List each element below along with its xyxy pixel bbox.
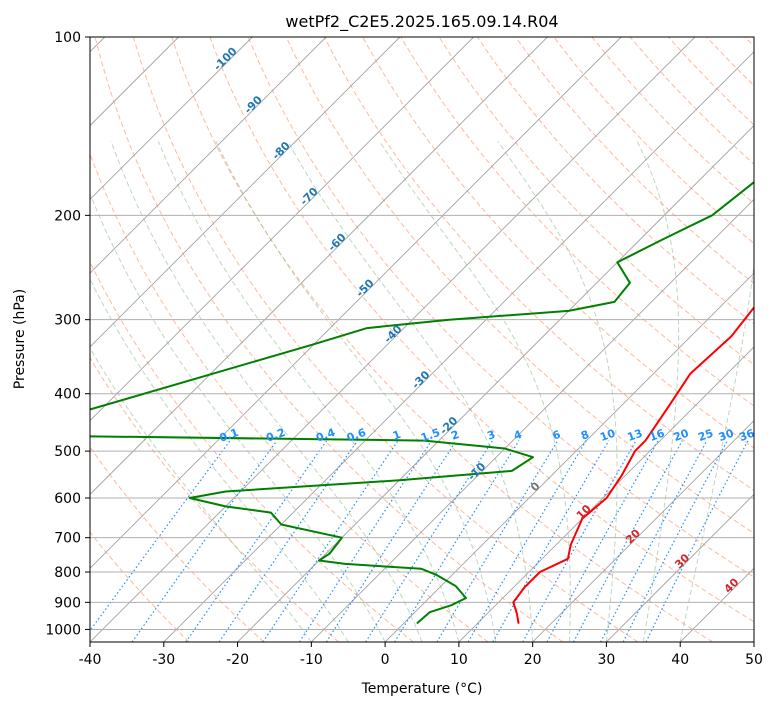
mixing-ratio-line <box>467 440 587 642</box>
isotherm-line <box>163 51 754 642</box>
mixing-ratio-label: 1 <box>391 428 403 443</box>
mixing-ratio-label: 36 <box>737 426 756 444</box>
dry-adiabat <box>323 37 754 491</box>
dry-adiabat <box>132 37 639 642</box>
mixing-ratio-label: 10 <box>598 426 617 444</box>
mixing-ratio-label: 13 <box>626 427 645 444</box>
y-tick-label: 300 <box>54 313 81 329</box>
x-tick-label: -40 <box>79 652 102 668</box>
profile-lines <box>90 180 754 624</box>
dry-adiabat <box>90 531 190 642</box>
isotherm-line <box>90 37 474 422</box>
y-axis-ticks: 100 200 300 400 500 600 700 800 900 1000 <box>45 30 90 638</box>
x-axis-ticks: -40 -30 -20 -10 0 10 20 30 40 50 <box>79 642 763 668</box>
x-tick-label: 10 <box>450 652 468 668</box>
dry-adiabat <box>438 37 754 366</box>
isotherm-line <box>90 37 696 642</box>
x-tick-label: 0 <box>381 652 390 668</box>
x-tick-label: -10 <box>300 652 323 668</box>
mixing-ratio-line <box>436 440 559 642</box>
y-tick-label: 200 <box>54 208 81 224</box>
mixing-ratio-line <box>262 440 399 642</box>
x-tick-label: -30 <box>152 652 175 668</box>
x-tick-label: 40 <box>671 652 689 668</box>
dry-adiabat <box>94 37 564 642</box>
y-tick-label: 400 <box>54 387 81 403</box>
mixing-ratio-label: 1.5 <box>419 426 442 445</box>
isotherm-line <box>311 198 754 642</box>
mixing-ratio-line <box>365 440 494 642</box>
mixing-ratio-line <box>325 440 457 642</box>
mixing-ratio-line <box>645 440 749 642</box>
y-axis-label: Pressure (hPa) <box>12 289 28 389</box>
isotherm-line <box>606 493 754 642</box>
x-axis-label: Temperature (°C) <box>361 681 483 697</box>
mixing-ratio-label: 6 <box>551 428 563 443</box>
isotherm-line <box>90 37 622 569</box>
dry-adiabat <box>90 446 265 642</box>
x-tick-label: 20 <box>524 652 542 668</box>
mixing-ratio-line <box>90 440 231 632</box>
x-tick-label: -20 <box>226 652 249 668</box>
mixing-ratio-line <box>572 440 683 642</box>
isotherm-line <box>90 37 401 348</box>
isotherm-line <box>90 37 548 496</box>
dry-adiabat <box>171 37 713 642</box>
dewpoint-profile <box>90 180 754 624</box>
mixing-ratio-label: 20 <box>672 426 691 444</box>
mixing-ratio-line <box>492 440 610 642</box>
y-tick-label: 800 <box>54 565 81 581</box>
mixing-ratio-label: 2 <box>449 428 461 443</box>
temperature-profile <box>512 305 754 624</box>
mixing-ratio-line <box>546 440 659 642</box>
x-tick-label: 50 <box>745 652 763 668</box>
mixing-ratio-label: 4 <box>512 428 524 443</box>
mixing-ratio-line <box>394 440 520 642</box>
mixing-ratio-label: 25 <box>696 427 715 444</box>
mixing-ratio-label: 8 <box>579 428 591 443</box>
mixing-ratio-line <box>131 440 278 642</box>
dry-adiabat <box>515 37 754 285</box>
x-tick-label: 30 <box>598 652 616 668</box>
mixing-ratio-label: 0.2 <box>264 426 287 445</box>
isotherm-line <box>532 420 754 642</box>
dry-adiabat <box>90 152 489 642</box>
y-tick-label: 100 <box>54 30 81 46</box>
dry-adiabat <box>362 37 754 449</box>
y-tick-label: 900 <box>54 595 81 611</box>
mixing-ratio-label: 0.1 <box>218 426 241 445</box>
mixing-ratio-label: 0.4 <box>314 426 337 445</box>
y-tick-label: 500 <box>54 444 81 460</box>
y-tick-label: 600 <box>54 491 81 507</box>
dry-adiabat <box>90 356 339 642</box>
mixing-ratio-line <box>218 440 358 642</box>
mixing-ratio-line <box>299 440 433 642</box>
isotherm-line <box>90 37 327 274</box>
mixing-ratio-label: 16 <box>648 426 667 444</box>
isotherm-line <box>384 272 754 642</box>
y-tick-label: 1000 <box>45 622 81 638</box>
chart-title: wetPf2_C2E5.2025.165.09.14.R04 <box>285 12 558 32</box>
mixing-ratio-line <box>522 440 637 642</box>
y-tick-label: 700 <box>54 531 81 547</box>
mixing-ratio-label: 30 <box>717 426 736 444</box>
plot-frame <box>89 36 755 643</box>
dry-adiabat <box>209 37 754 623</box>
isotherm-line <box>458 346 754 642</box>
mixing-ratio-label: 3 <box>485 428 497 443</box>
pressure-grid <box>90 37 754 630</box>
isotherm-line <box>90 37 253 200</box>
mixing-ratio-label: 0.6 <box>345 426 368 445</box>
